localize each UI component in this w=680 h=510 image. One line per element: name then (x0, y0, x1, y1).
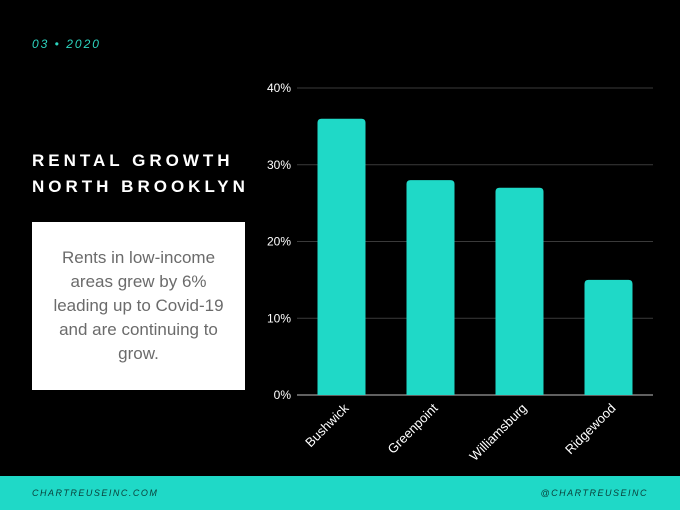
y-tick-label: 40% (267, 81, 291, 95)
bar-bushwick (317, 118, 366, 395)
note-box: Rents in low-income areas grew by 6% lea… (32, 222, 245, 390)
bar-williamsburg (495, 187, 544, 395)
y-tick-label: 30% (267, 158, 291, 172)
footer-bar: CHARTREUSEINC.COM @CHARTREUSEINC (0, 476, 680, 510)
date-label: 03 • 2020 (32, 37, 101, 51)
bar-chart: 0% 10% 20% 30% 40% Bushwick Greenpoint Williams… (267, 81, 653, 464)
chart-title: RENTAL GROWTH NORTH BROOKLYN (32, 148, 249, 200)
title-line-1: RENTAL GROWTH (32, 151, 234, 170)
x-tick-label: Greenpoint (385, 400, 441, 456)
bar-greenpoint (406, 180, 455, 395)
bar-ridgewood (584, 279, 633, 395)
footer-website[interactable]: CHARTREUSEINC.COM (32, 488, 159, 498)
title-line-2: NORTH BROOKLYN (32, 177, 249, 196)
x-tick-label: Bushwick (302, 400, 352, 450)
y-tick-label: 20% (267, 235, 291, 249)
x-tick-label: Williamsburg (466, 401, 529, 464)
y-tick-label: 10% (267, 311, 291, 325)
note-text: Rents in low-income areas grew by 6% lea… (53, 248, 224, 363)
y-tick-label: 0% (274, 388, 292, 402)
x-tick-label: Ridgewood (562, 401, 619, 458)
footer-handle[interactable]: @CHARTREUSEINC (540, 488, 648, 498)
